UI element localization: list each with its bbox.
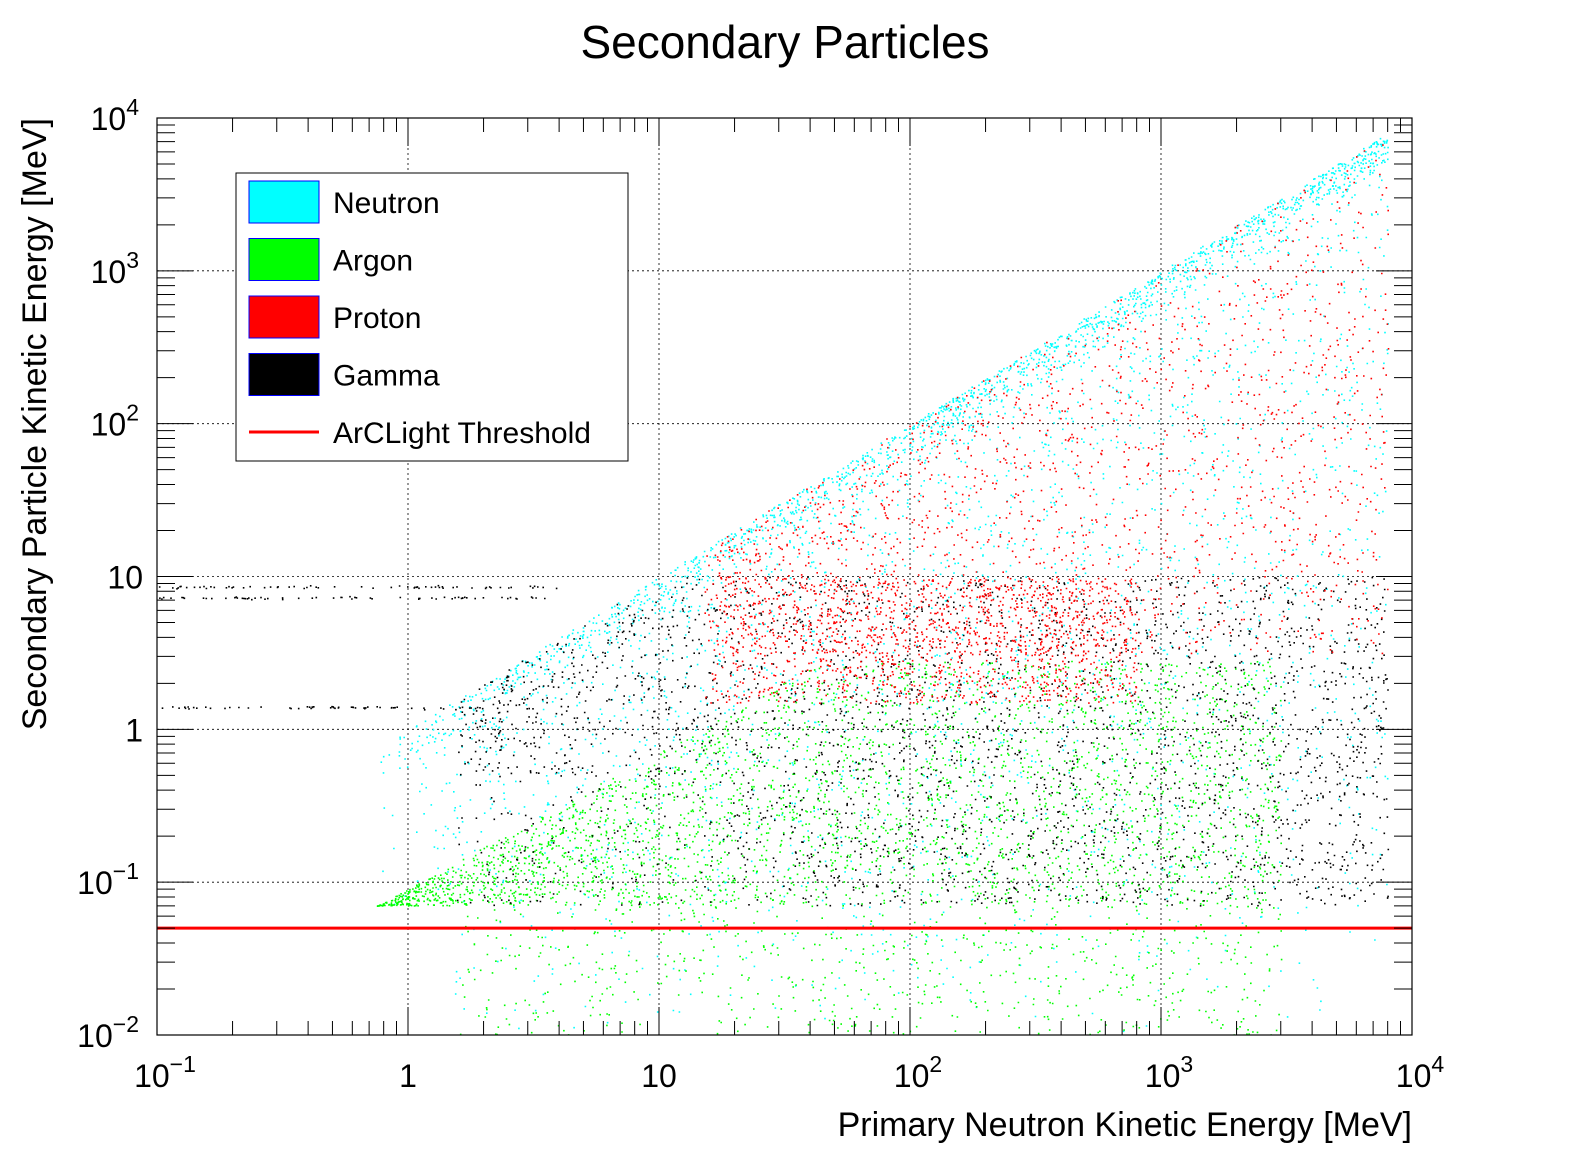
y-tick-label: 103 [91,247,139,290]
chart-title: Secondary Particles [580,16,989,68]
y-tick-label: 10−2 [77,1011,139,1054]
x-tick-label: 103 [1145,1051,1193,1094]
legend-label: Gamma [333,360,440,393]
legend-label: ArCLight Threshold [333,417,591,450]
legend-swatch [248,180,320,224]
y-tick-label: 102 [91,400,139,443]
y-axis-label: Secondary Particle Kinetic Energy [MeV] [16,118,54,730]
legend-label: Neutron [333,187,440,220]
legend-label: Proton [333,302,421,335]
x-tick-label: 10−1 [134,1051,196,1094]
legend-swatch [248,295,320,339]
legend-swatch [248,353,320,396]
argon-points [376,660,1283,1035]
x-tick-labels: 10−1 1 10 102 103 104 [134,1051,1444,1094]
y-tick-label: 10−1 [77,858,139,901]
y-tick-labels: 10−2 10−1 1 10 102 103 104 [77,94,143,1054]
x-tick-label: 10 [641,1058,677,1094]
y-tick-label: 10 [107,560,143,596]
legend: Neutron Argon Proton Gamma ArCLight Threshol… [235,172,629,462]
y-tick-label: 1 [125,712,143,748]
x-tick-label: 104 [1396,1051,1445,1094]
axis-ticks [156,117,1413,1036]
x-tick-label: 1 [399,1058,417,1094]
proton-points [704,144,1390,705]
y-tick-label: 104 [91,94,140,137]
x-tick-label: 102 [894,1051,942,1094]
legend-label: Argon [333,245,413,278]
legend-swatch [248,238,320,281]
gamma-points [158,576,1390,907]
x-axis-label: Primary Neutron Kinetic Energy [MeV] [838,1106,1412,1144]
